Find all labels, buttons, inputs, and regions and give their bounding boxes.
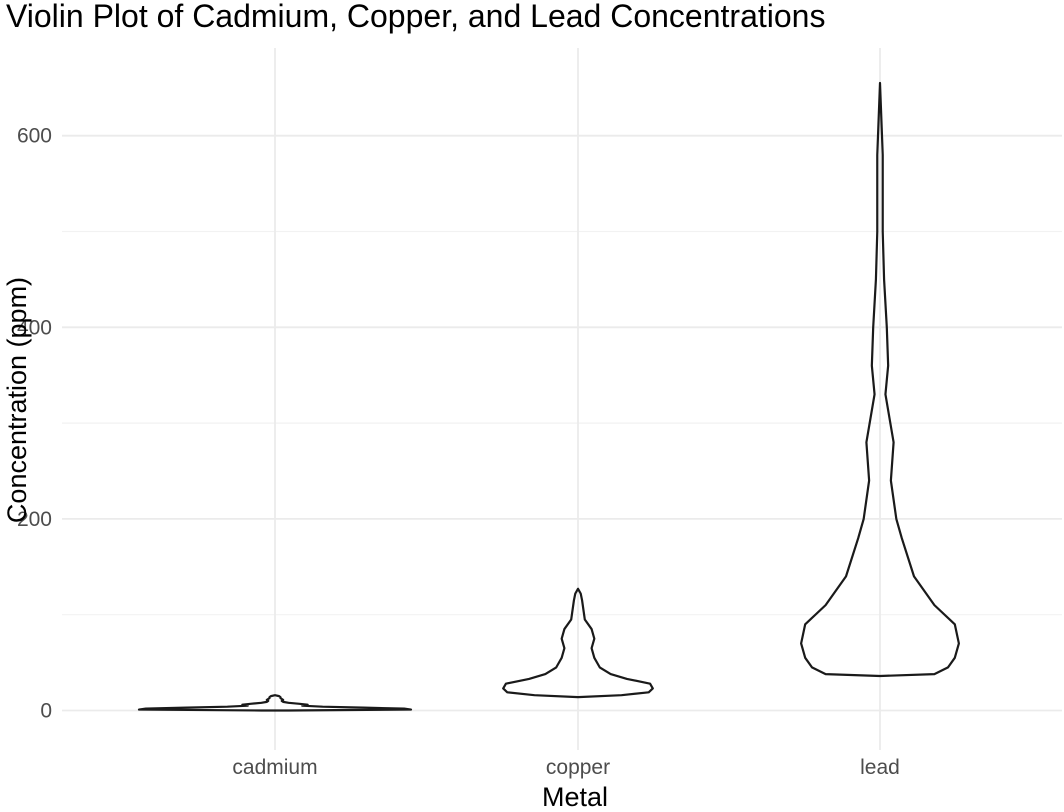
violins	[137, 81, 960, 712]
y-axis-title: Concentration (ppm)	[2, 277, 32, 523]
violin-cadmium	[137, 694, 413, 712]
x-tick-label: copper	[546, 756, 610, 779]
y-tick-label: 200	[17, 508, 52, 531]
tick-labels: 0 200 400 600 cadmium copper lead	[17, 125, 900, 779]
x-tick-label: lead	[860, 756, 900, 779]
grid-lines	[62, 48, 1062, 750]
x-axis-title: Metal	[542, 782, 608, 812]
violin-copper	[502, 587, 654, 699]
violin-lead	[800, 81, 960, 678]
y-tick-label: 0	[40, 700, 52, 723]
chart-title: Violin Plot of Cadmium, Copper, and Lead…	[6, 0, 825, 34]
y-tick-label: 400	[17, 316, 52, 339]
y-tick-label: 600	[17, 125, 52, 148]
x-tick-label: cadmium	[232, 756, 317, 779]
